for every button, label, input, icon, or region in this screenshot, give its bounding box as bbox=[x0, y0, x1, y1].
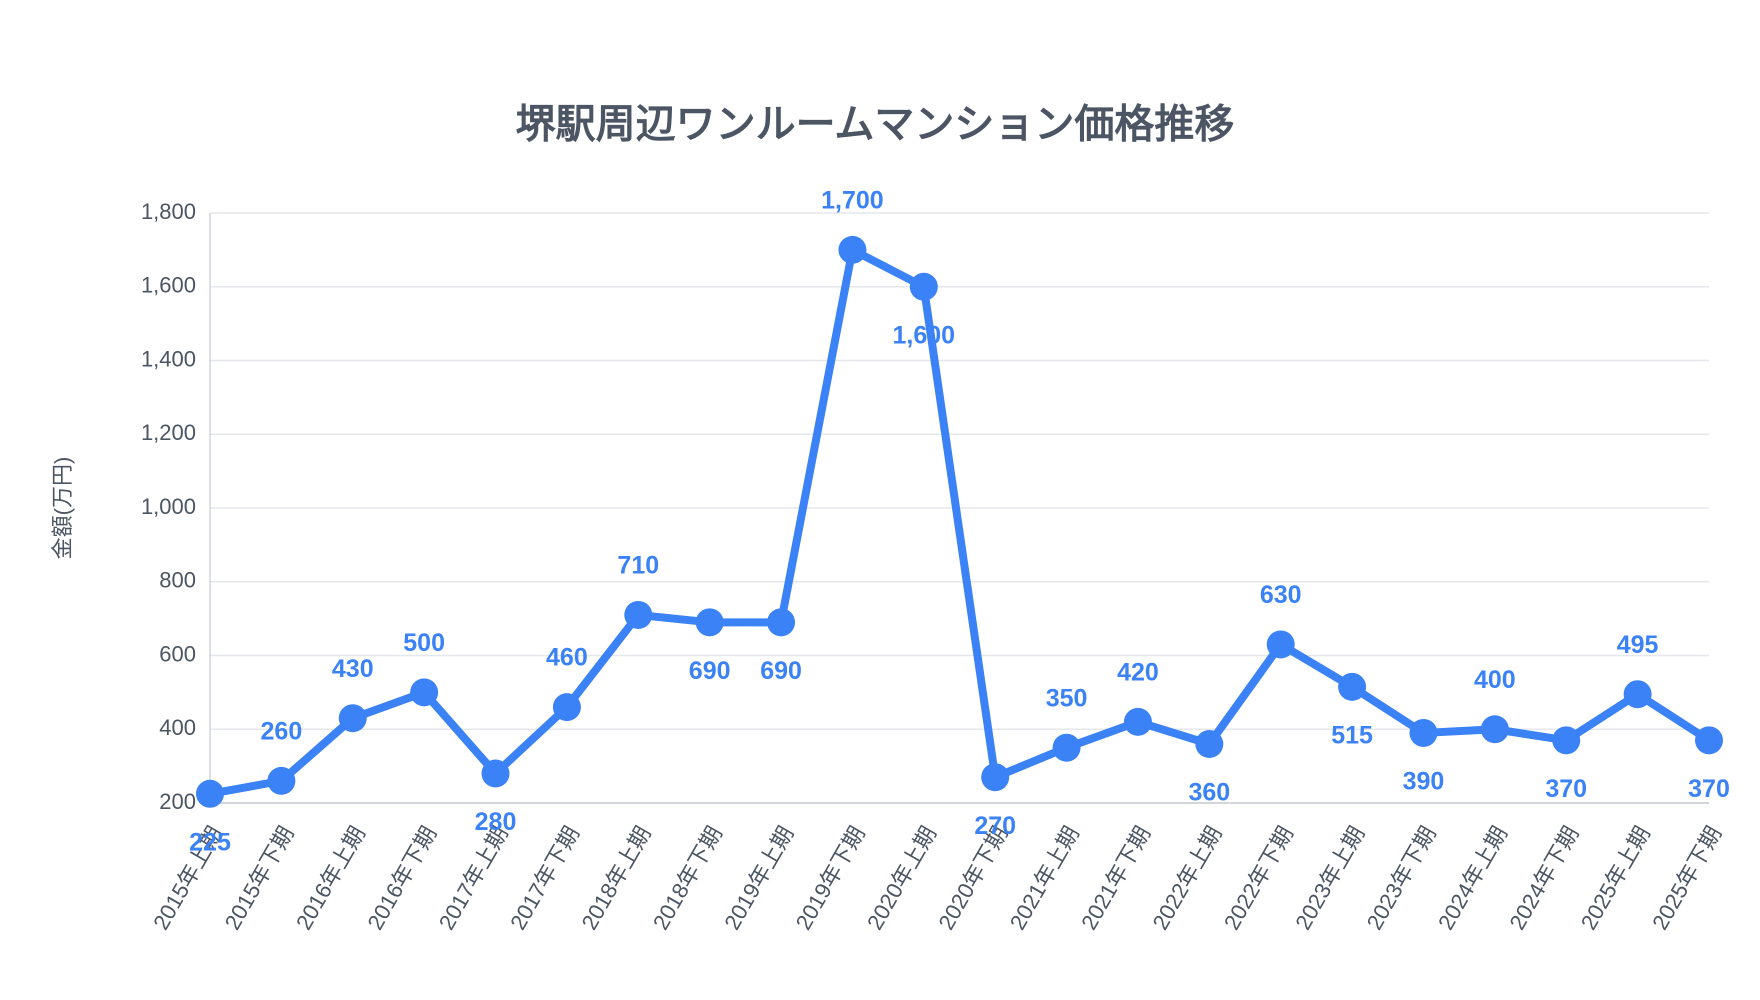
y-tick-label: 1,200 bbox=[141, 420, 196, 445]
x-tick-label: 2015年下期 bbox=[220, 822, 299, 934]
value-label: 360 bbox=[1188, 779, 1230, 807]
value-label: 460 bbox=[546, 644, 588, 672]
x-tick-label: 2020年上期 bbox=[862, 822, 941, 934]
y-tick-label: 600 bbox=[159, 641, 196, 666]
line bbox=[209, 245, 1712, 798]
y-tick-label: 1,800 bbox=[141, 199, 196, 224]
point bbox=[410, 678, 439, 707]
value-label: 1,600 bbox=[893, 321, 956, 349]
value-label: 430 bbox=[332, 655, 374, 683]
value-label: 690 bbox=[689, 657, 731, 685]
value-label: 280 bbox=[475, 808, 517, 836]
point bbox=[1123, 707, 1152, 736]
value-label: 270 bbox=[974, 812, 1016, 840]
point bbox=[196, 779, 224, 808]
x-tick-label: 2016年下期 bbox=[362, 822, 441, 934]
y-tick-label: 1,000 bbox=[141, 494, 196, 519]
value-label: 690 bbox=[760, 657, 802, 685]
x-tick-label: 2017年上期 bbox=[434, 822, 513, 934]
x-tick-label: 2025年下期 bbox=[1647, 822, 1726, 934]
point bbox=[624, 600, 653, 629]
x-tick-label: 2021年上期 bbox=[1005, 822, 1084, 934]
value-label: 390 bbox=[1403, 768, 1445, 796]
point bbox=[267, 766, 296, 795]
point bbox=[552, 693, 581, 722]
y-tick-label: 800 bbox=[159, 568, 196, 593]
value-label: 500 bbox=[403, 629, 445, 657]
value-label: 420 bbox=[1117, 658, 1159, 686]
point bbox=[695, 608, 724, 637]
value-label: 495 bbox=[1617, 631, 1659, 659]
x-tick-label: 2022年下期 bbox=[1219, 822, 1298, 934]
y-tick-label: 1,400 bbox=[141, 346, 196, 371]
value-label: 225 bbox=[189, 828, 231, 856]
point bbox=[338, 704, 367, 733]
x-tick-label: 2024年下期 bbox=[1504, 822, 1583, 934]
value-label: 370 bbox=[1688, 775, 1730, 803]
point bbox=[1338, 672, 1367, 701]
value-label: 515 bbox=[1331, 721, 1373, 749]
value-label: 710 bbox=[617, 552, 659, 580]
x-tick-label: 2018年上期 bbox=[577, 822, 656, 934]
x-tick-label: 2021年下期 bbox=[1076, 822, 1155, 934]
x-tick-label: 2024年上期 bbox=[1433, 822, 1512, 934]
x-tick-label: 2025年上期 bbox=[1576, 822, 1655, 934]
point bbox=[909, 272, 938, 301]
chart-title: 堺駅周辺ワンルームマンション価格推移 bbox=[516, 103, 1235, 147]
point bbox=[1552, 726, 1581, 755]
x-tick-label: 2017年下期 bbox=[505, 822, 584, 934]
y-tick-label: 400 bbox=[159, 715, 196, 740]
point bbox=[481, 759, 510, 788]
x-tick-label: 2019年上期 bbox=[719, 822, 798, 934]
point bbox=[1195, 730, 1224, 758]
x-tick-label: 2018年下期 bbox=[648, 822, 727, 934]
value-label: 370 bbox=[1545, 775, 1587, 803]
point bbox=[1266, 630, 1295, 659]
x-tick-label: 2022年上期 bbox=[1148, 822, 1227, 934]
value-label: 400 bbox=[1474, 666, 1516, 694]
value-label: 630 bbox=[1260, 581, 1302, 609]
x-tick-label: 2023年下期 bbox=[1362, 822, 1441, 934]
point bbox=[838, 235, 867, 264]
point bbox=[1052, 733, 1081, 762]
point bbox=[1623, 680, 1652, 709]
value-label: 1,700 bbox=[821, 186, 884, 214]
y-axis-label: 金額(万円) bbox=[50, 457, 75, 560]
point bbox=[1409, 718, 1438, 747]
value-label: 350 bbox=[1046, 684, 1088, 712]
x-tick-label: 2019年下期 bbox=[791, 822, 870, 934]
x-tick-label: 2023年上期 bbox=[1290, 822, 1369, 934]
y-tick-label: 1,600 bbox=[141, 273, 196, 298]
value-label: 260 bbox=[261, 717, 303, 745]
point bbox=[1695, 726, 1723, 755]
point bbox=[767, 608, 796, 637]
point bbox=[981, 763, 1010, 792]
point bbox=[1480, 715, 1509, 744]
x-tick-label: 2016年上期 bbox=[291, 822, 370, 934]
y-tick-label: 200 bbox=[159, 789, 196, 814]
